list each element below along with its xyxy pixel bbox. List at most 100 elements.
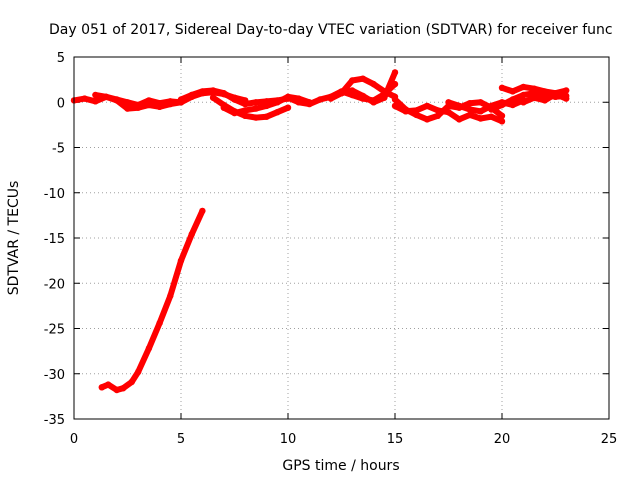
data-point xyxy=(220,90,227,97)
data-point xyxy=(402,108,409,115)
data-point xyxy=(220,104,227,111)
data-point xyxy=(520,83,527,91)
data-point xyxy=(145,345,153,352)
data-point xyxy=(477,99,484,106)
data-point xyxy=(98,384,106,391)
data-point xyxy=(274,99,281,106)
data-point xyxy=(445,99,452,106)
data-point xyxy=(316,96,324,103)
data-point xyxy=(113,97,121,104)
data-point xyxy=(541,88,548,95)
data-point xyxy=(498,101,506,109)
data-point xyxy=(391,102,399,110)
data-point xyxy=(199,88,206,95)
data-point xyxy=(284,104,292,111)
data-point xyxy=(498,118,506,125)
data-point xyxy=(242,100,249,108)
y-tick-label: -15 xyxy=(44,232,65,247)
data-point xyxy=(128,378,135,386)
x-tick-label: 20 xyxy=(494,432,511,447)
data-point xyxy=(477,115,484,122)
data-point xyxy=(102,93,110,101)
data-point xyxy=(530,85,538,92)
data-point xyxy=(391,96,399,103)
data-point xyxy=(156,103,163,111)
data-point xyxy=(563,95,570,102)
data-point xyxy=(177,257,185,264)
data-point xyxy=(135,368,142,376)
data-point xyxy=(456,102,463,110)
y-tick-label: -20 xyxy=(44,277,65,292)
data-point xyxy=(167,100,174,108)
data-point xyxy=(295,99,302,106)
data-point xyxy=(120,385,127,392)
y-tick-label: -25 xyxy=(44,323,65,338)
grid xyxy=(74,57,609,419)
data-point xyxy=(263,102,270,110)
y-tick-label: 0 xyxy=(57,96,65,111)
data-point xyxy=(349,87,356,94)
data-point xyxy=(434,107,441,114)
x-tick-label: 15 xyxy=(387,432,404,447)
chart-title: Day 051 of 2017, Sidereal Day-to-day VTE… xyxy=(49,22,613,38)
series-trace-15 xyxy=(98,207,206,394)
data-point xyxy=(456,116,463,123)
data-point xyxy=(167,292,174,300)
data-point xyxy=(145,97,153,104)
data-point xyxy=(541,97,548,104)
y-tick-label: -5 xyxy=(52,142,65,157)
data-point xyxy=(135,104,142,111)
data-point xyxy=(188,231,195,238)
data-series xyxy=(70,69,570,394)
data-point xyxy=(242,112,249,120)
data-point xyxy=(445,109,452,116)
data-point xyxy=(488,113,495,120)
data-point xyxy=(105,381,112,388)
data-point xyxy=(327,95,334,102)
data-point xyxy=(423,102,431,110)
data-point xyxy=(466,106,474,113)
data-point xyxy=(209,87,217,94)
series-trace-10 xyxy=(391,102,506,125)
data-point xyxy=(359,75,367,82)
data-point xyxy=(381,94,388,101)
data-point xyxy=(306,100,313,108)
data-point xyxy=(263,113,270,120)
data-point xyxy=(434,112,441,120)
data-point xyxy=(370,99,377,106)
data-point xyxy=(509,88,516,95)
data-point xyxy=(188,91,195,99)
y-axis-label: SDTVAR / TECUs xyxy=(6,181,22,296)
data-point xyxy=(177,96,185,103)
data-point xyxy=(124,105,131,112)
data-point xyxy=(520,99,527,106)
data-point xyxy=(530,94,538,101)
data-point xyxy=(252,105,260,112)
data-point xyxy=(284,94,292,101)
x-tick-label: 10 xyxy=(280,432,297,447)
data-point xyxy=(274,109,281,116)
data-point xyxy=(509,96,516,103)
series-line xyxy=(98,207,206,393)
data-point xyxy=(370,80,377,88)
data-point xyxy=(563,87,570,94)
series-trace-3 xyxy=(177,87,292,108)
x-tick-label: 0 xyxy=(70,432,78,447)
data-point xyxy=(349,77,356,84)
data-point xyxy=(466,111,474,119)
data-point xyxy=(498,84,506,92)
data-point xyxy=(488,106,495,113)
y-tick-label: -30 xyxy=(44,368,65,383)
y-tick-label: 5 xyxy=(57,51,65,66)
data-point xyxy=(477,108,484,115)
data-point xyxy=(156,319,163,327)
data-point xyxy=(252,99,260,106)
x-tick-label: 25 xyxy=(601,432,618,447)
data-point xyxy=(338,90,345,97)
data-point xyxy=(81,95,88,102)
data-point xyxy=(113,386,121,394)
y-tick-label: -35 xyxy=(44,413,65,428)
x-axis-label: GPS time / hours xyxy=(282,458,399,474)
data-point xyxy=(231,96,238,103)
